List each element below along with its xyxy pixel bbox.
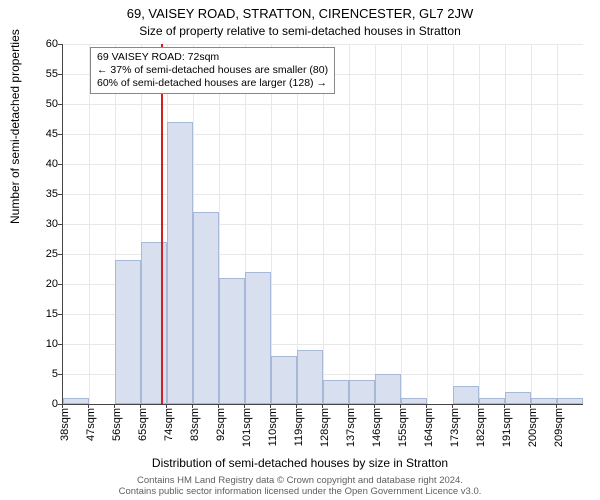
histogram-bar [167,122,193,404]
ytick-mark [58,254,62,255]
ytick-mark [58,74,62,75]
histogram-bar [219,278,245,404]
xtick-label: 182sqm [475,408,487,447]
xtick-label: 209sqm [553,408,565,447]
annotation-box: 69 VAISEY ROAD: 72sqm← 37% of semi-detac… [90,47,335,94]
xtick-label: 47sqm [85,408,97,441]
gridline-v [427,44,428,404]
xtick-label: 119sqm [293,408,305,446]
ytick-mark [58,374,62,375]
histogram-bar [323,380,349,404]
gridline-v [401,44,402,404]
gridline-v [531,44,532,404]
ytick-label: 10 [28,338,58,350]
footer-line-2: Contains public sector information licen… [0,487,600,498]
histogram-bar [479,398,505,404]
gridline-v [479,44,480,404]
histogram-bar [453,386,479,404]
reference-line [161,44,163,404]
annotation-line: 60% of semi-detached houses are larger (… [97,77,328,90]
gridline-v [557,44,558,404]
gridline-v [89,44,90,404]
histogram-bar [505,392,531,404]
ytick-mark [58,164,62,165]
xtick-label: 38sqm [59,408,71,441]
ytick-label: 60 [28,38,58,50]
ytick-mark [58,194,62,195]
ytick-label: 0 [28,398,58,410]
gridline-v [349,44,350,404]
histogram-bar [557,398,583,404]
ytick-mark [58,134,62,135]
histogram-bar [271,356,297,404]
ytick-label: 5 [28,368,58,380]
xtick-label: 110sqm [267,408,279,446]
ytick-label: 55 [28,68,58,80]
gridline-v [271,44,272,404]
xtick-label: 56sqm [111,408,123,441]
histogram-bar [115,260,141,404]
xtick-label: 191sqm [501,408,513,447]
gridline-v [453,44,454,404]
ytick-label: 45 [28,128,58,140]
histogram-bar [375,374,401,404]
ytick-label: 40 [28,158,58,170]
xtick-label: 92sqm [215,408,227,441]
gridline-v [323,44,324,404]
y-axis-label: Number of semi-detached properties [8,29,22,224]
ytick-mark [58,314,62,315]
xtick-label: 155sqm [397,408,409,447]
xtick-label: 146sqm [371,408,383,447]
annotation-line: ← 37% of semi-detached houses are smalle… [97,64,328,77]
ytick-label: 20 [28,278,58,290]
ytick-label: 25 [28,248,58,260]
gridline-v [505,44,506,404]
x-axis-label: Distribution of semi-detached houses by … [0,456,600,470]
xtick-label: 65sqm [137,408,149,441]
ytick-mark [58,284,62,285]
histogram-bar [63,398,89,404]
xtick-label: 200sqm [527,408,539,447]
ytick-mark [58,224,62,225]
xtick-label: 137sqm [345,408,357,447]
ytick-label: 15 [28,308,58,320]
xtick-label: 74sqm [163,408,175,441]
footer-attribution: Contains HM Land Registry data © Crown c… [0,476,600,498]
ytick-label: 35 [28,188,58,200]
histogram-bar [297,350,323,404]
ytick-mark [58,344,62,345]
histogram-bar [193,212,219,404]
annotation-line: 69 VAISEY ROAD: 72sqm [97,51,328,64]
ytick-mark [58,104,62,105]
xtick-label: 101sqm [241,408,253,447]
histogram-bar [245,272,271,404]
xtick-label: 83sqm [189,408,201,441]
histogram-bar [401,398,427,404]
page-subtitle: Size of property relative to semi-detach… [0,24,600,38]
histogram-bar [349,380,375,404]
gridline-v [375,44,376,404]
ytick-mark [58,44,62,45]
xtick-label: 173sqm [449,408,461,447]
ytick-label: 50 [28,98,58,110]
xtick-label: 164sqm [423,408,435,447]
chart-plot-area [62,44,583,405]
page-title: 69, VAISEY ROAD, STRATTON, CIRENCESTER, … [0,6,600,21]
histogram-bar [531,398,557,404]
ytick-label: 30 [28,218,58,230]
xtick-label: 128sqm [319,408,331,447]
